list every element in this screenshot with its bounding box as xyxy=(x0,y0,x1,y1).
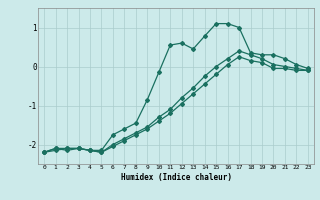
X-axis label: Humidex (Indice chaleur): Humidex (Indice chaleur) xyxy=(121,173,231,182)
